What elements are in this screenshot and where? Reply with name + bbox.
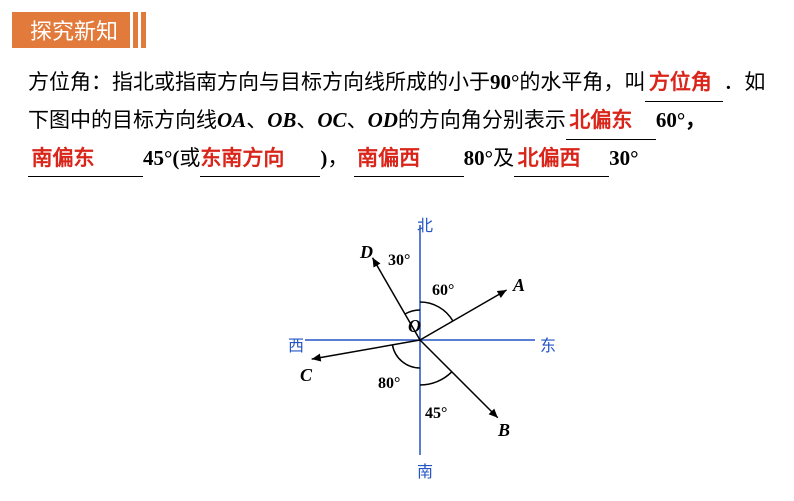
section-header: 探究新知	[12, 12, 146, 48]
fill-5: 南偏西	[354, 140, 424, 177]
label-east: 东	[540, 332, 556, 356]
deg60: 60°，	[656, 108, 706, 132]
text-run: 方位角：指北或指南方向与目标方向线所成的小于	[28, 70, 490, 94]
label-D: D	[360, 242, 373, 263]
fill-2: 北偏东	[566, 102, 636, 139]
angle-80: 80°	[378, 375, 400, 393]
body-text: 方位角：指北或指南方向与目标方向线所成的小于90°的水平角，叫方位角．如下图中的…	[28, 64, 766, 177]
blank-3: 南偏东	[28, 140, 143, 178]
blank-4: 东南方向	[200, 140, 320, 178]
deg80: 80°	[464, 146, 493, 170]
label-C: C	[300, 365, 312, 386]
label-O: O	[408, 316, 421, 337]
angle-45: 45°	[425, 405, 447, 423]
deg30: 30°	[609, 146, 638, 170]
label-south: 南	[417, 458, 433, 482]
label-B: B	[498, 420, 510, 441]
OA: OA	[217, 108, 246, 132]
label-west: 西	[288, 332, 304, 356]
text-run: 的水平角，叫	[519, 70, 645, 94]
blank-2: 北偏东	[566, 102, 656, 140]
header-decor-bars	[133, 12, 146, 48]
compass-diagram: 北 南 东 西 O A B C D 30° 60° 80° 45°	[270, 210, 570, 490]
blank-1: 方位角	[645, 64, 723, 102]
OC: OC	[317, 108, 346, 132]
diagram-svg	[270, 210, 570, 490]
deg45: 45°(	[143, 146, 179, 170]
blank-5: 南偏西	[354, 140, 464, 178]
blank-6: 北偏西	[514, 140, 609, 178]
OB: OB	[267, 108, 296, 132]
label-A: A	[513, 275, 525, 296]
fill-6: 北偏西	[514, 140, 584, 177]
fill-1: 方位角	[645, 64, 715, 101]
header-title: 探究新知	[18, 12, 130, 48]
label-north: 北	[417, 212, 433, 236]
OD: OD	[368, 108, 398, 132]
deg90: 90°	[490, 70, 519, 94]
text-run: 的方向角分别表示	[398, 108, 566, 132]
fill-3: 南偏东	[28, 140, 98, 177]
angle-30: 30°	[388, 252, 410, 270]
fill-4: 东南方向	[200, 140, 284, 177]
angle-60: 60°	[432, 282, 454, 300]
